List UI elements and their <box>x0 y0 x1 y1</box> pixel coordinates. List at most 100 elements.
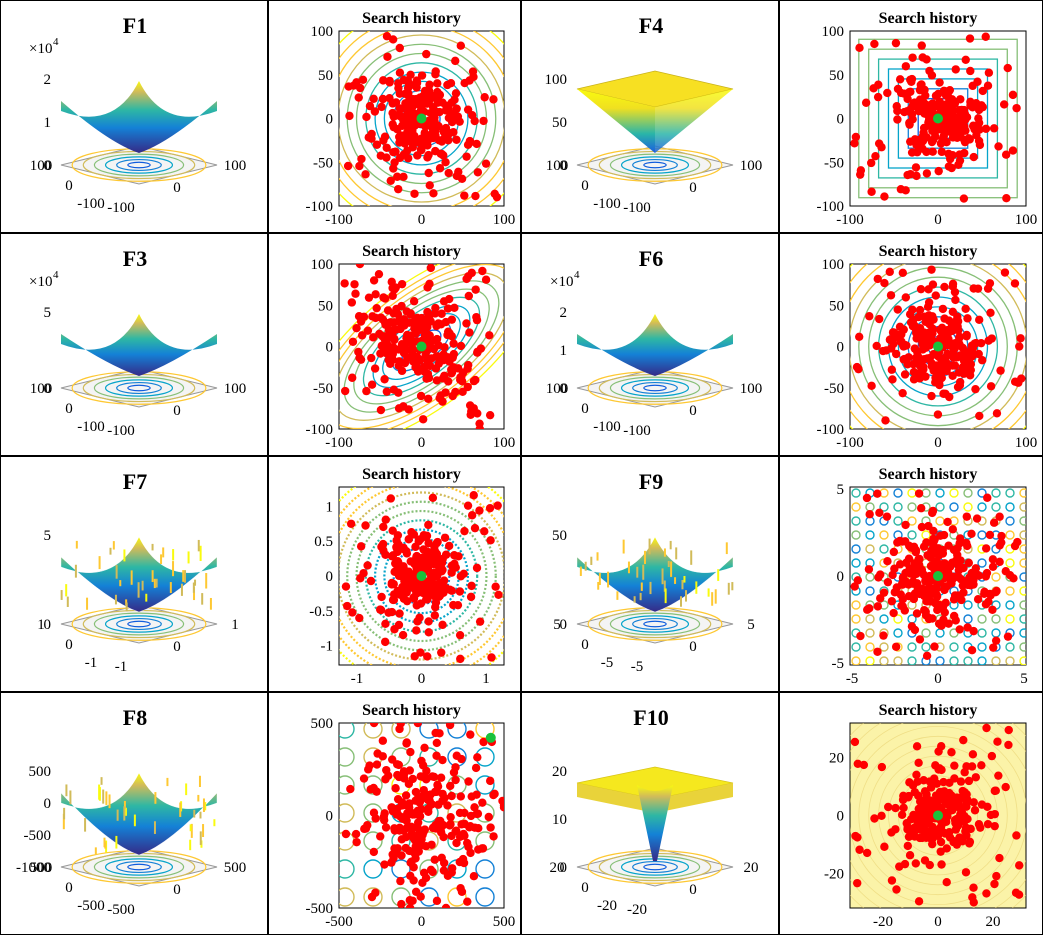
x-tick-label: 100 <box>493 212 516 228</box>
search-point <box>873 489 882 498</box>
search-point <box>349 81 359 90</box>
z-tick-label: -500 <box>24 828 52 844</box>
search-point <box>905 120 914 129</box>
search-point <box>914 758 923 767</box>
y-tick-label: 0 <box>326 340 334 356</box>
search-point <box>990 879 999 889</box>
z-tick-label: 0 <box>560 617 568 633</box>
search-history-title: Search history <box>879 702 978 719</box>
base-contour <box>116 617 162 631</box>
search-point <box>443 80 452 90</box>
search-point <box>948 307 958 317</box>
search-point <box>422 773 432 783</box>
search-point <box>855 332 864 342</box>
search-point <box>895 536 904 546</box>
search-point <box>948 371 957 380</box>
search-point <box>402 738 411 747</box>
search-point <box>994 771 1003 780</box>
x-tick-label: -5 <box>846 671 859 687</box>
search-point <box>1004 725 1013 735</box>
search-point <box>383 52 392 61</box>
search-point <box>393 547 402 557</box>
best-point <box>933 571 943 581</box>
search-point <box>912 140 921 150</box>
search-point <box>441 903 451 908</box>
search-point <box>404 535 413 544</box>
search-point <box>473 168 483 177</box>
search-point <box>1015 342 1024 351</box>
search-point <box>989 518 999 527</box>
search-point <box>463 501 473 510</box>
search-point <box>926 806 935 816</box>
search-point <box>1002 194 1011 203</box>
search-point <box>880 842 889 851</box>
search-point <box>490 789 499 799</box>
search-point <box>447 586 457 595</box>
search-point <box>456 572 466 581</box>
search-point <box>442 354 452 364</box>
search-point <box>965 573 974 582</box>
search-point <box>938 304 948 314</box>
search-point <box>393 770 402 780</box>
base-contour <box>609 376 701 400</box>
search-point <box>919 365 928 374</box>
search-point <box>489 832 498 841</box>
search-point <box>933 410 943 419</box>
search-point <box>361 824 371 833</box>
search-point <box>912 742 922 751</box>
search-point <box>867 381 876 391</box>
y-tick-label: 100 <box>740 381 763 397</box>
search-point <box>995 557 1004 567</box>
search-point <box>949 558 958 567</box>
search-point <box>909 814 918 823</box>
y-tick-label: -5 <box>832 656 845 672</box>
search-history-panel-F6: Search history -100 0 100 100 50 0 -50 -100 <box>779 233 1043 456</box>
x-tick-label: -100 <box>77 196 105 212</box>
search-point <box>891 803 900 813</box>
search-point <box>1008 146 1018 155</box>
search-point <box>381 619 390 629</box>
search-point <box>936 788 945 797</box>
z-tick-label: 0 <box>44 796 52 812</box>
search-point <box>900 859 910 869</box>
search-point <box>931 291 940 300</box>
search-point <box>439 866 449 875</box>
search-point <box>421 121 430 131</box>
search-point <box>397 851 406 860</box>
x-tick-label: 100 <box>1015 212 1038 228</box>
z-tick-label: 1 <box>44 115 52 131</box>
search-point <box>390 285 399 294</box>
search-point <box>460 191 469 200</box>
search-point <box>411 787 421 797</box>
search-point <box>920 787 930 796</box>
search-point <box>919 796 928 805</box>
search-point <box>475 506 484 515</box>
search-point <box>357 154 366 164</box>
search-point <box>486 823 495 832</box>
y-tick-label: -0.5 <box>309 604 333 620</box>
search-point <box>883 557 892 566</box>
search-history-title: Search history <box>362 466 461 483</box>
search-point <box>435 164 445 173</box>
search-point <box>382 32 392 41</box>
search-point <box>445 723 455 730</box>
search-point <box>492 192 502 202</box>
search-point <box>873 647 882 656</box>
scale-exponent: 4 <box>53 269 59 281</box>
search-point <box>984 68 994 77</box>
search-point <box>1001 567 1010 576</box>
search-point <box>901 62 911 71</box>
search-point <box>368 333 378 342</box>
search-point <box>893 115 902 124</box>
search-point <box>960 788 969 797</box>
search-point <box>936 847 945 856</box>
search-point <box>439 297 449 306</box>
search-point <box>898 388 907 398</box>
y-tick-label: -100 <box>107 200 135 216</box>
search-point <box>915 305 925 315</box>
search-point <box>447 791 456 801</box>
y-tick-label: -100 <box>623 200 651 216</box>
search-point <box>369 723 379 728</box>
search-point <box>893 84 903 94</box>
y-tick-label: 1 <box>231 617 239 633</box>
